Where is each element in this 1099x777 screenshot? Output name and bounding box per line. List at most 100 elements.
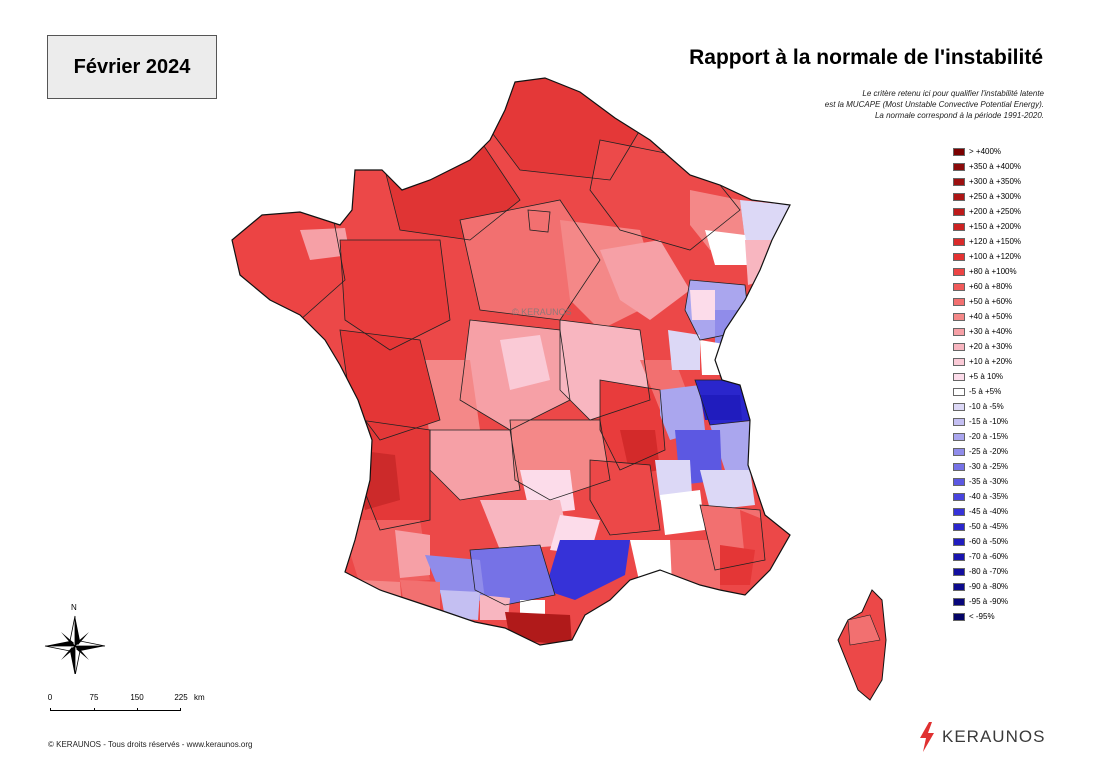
legend-label: -95 à -90%	[969, 597, 1009, 606]
legend-label: +60 à +80%	[969, 282, 1013, 291]
legend-swatch	[953, 477, 965, 486]
scale-tick: 75	[89, 693, 99, 702]
legend-item: +50 à +60%	[953, 294, 1021, 309]
mainland-regions	[232, 78, 790, 645]
legend-label: +40 à +50%	[969, 312, 1013, 321]
note-line: est la MUCAPE (Most Unstable Convective …	[824, 100, 1044, 109]
legend-label: +80 à +100%	[969, 267, 1017, 276]
legend-label: -10 à -5%	[969, 402, 1004, 411]
legend-label: -60 à -50%	[969, 537, 1009, 546]
legend-label: -45 à -40%	[969, 507, 1009, 516]
copyright-footer: © KERAUNOS - Tous droits réservés - www.…	[48, 740, 253, 749]
scale-bar: 0 75 150 225 km	[48, 693, 228, 715]
map-title: Rapport à la normale de l'instabilité	[689, 46, 1043, 69]
legend-item: +20 à +30%	[953, 339, 1021, 354]
legend-swatch	[953, 147, 965, 156]
legend-label: +10 à +20%	[969, 357, 1013, 366]
legend-label: +50 à +60%	[969, 297, 1013, 306]
legend-swatch	[953, 537, 965, 546]
legend-label: -90 à -80%	[969, 582, 1009, 591]
legend-item: +80 à +100%	[953, 264, 1021, 279]
legend-item: -70 à -60%	[953, 549, 1021, 564]
legend-swatch	[953, 282, 965, 291]
legend-label: +20 à +30%	[969, 342, 1013, 351]
legend-item: +300 à +350%	[953, 174, 1021, 189]
scale-tick: 0	[47, 693, 53, 702]
legend-item: -35 à -30%	[953, 474, 1021, 489]
legend-swatch	[953, 612, 965, 621]
lightning-bolt-icon	[920, 722, 934, 752]
scale-mark	[94, 708, 95, 711]
legend-swatch	[953, 447, 965, 456]
date-label: Février 2024	[47, 35, 217, 99]
legend-item: -5 à +5%	[953, 384, 1021, 399]
legend-item: +60 à +80%	[953, 279, 1021, 294]
legend-swatch	[953, 162, 965, 171]
legend-swatch	[953, 192, 965, 201]
legend-label: +100 à +120%	[969, 252, 1022, 261]
legend-item: +150 à +200%	[953, 219, 1021, 234]
legend-swatch	[953, 177, 965, 186]
legend-label: -40 à -35%	[969, 492, 1009, 501]
scale-unit: km	[194, 693, 205, 702]
legend-item: > +400%	[953, 144, 1021, 159]
legend-label: -15 à -10%	[969, 417, 1009, 426]
legend-item: -90 à -80%	[953, 579, 1021, 594]
legend-item: +10 à +20%	[953, 354, 1021, 369]
legend-swatch	[953, 552, 965, 561]
legend-item: -30 à -25%	[953, 459, 1021, 474]
legend-label: -50 à -45%	[969, 522, 1009, 531]
legend-swatch	[953, 507, 965, 516]
legend-swatch	[953, 252, 965, 261]
legend-swatch	[953, 597, 965, 606]
legend-label: > +400%	[969, 147, 1002, 156]
scale-mark	[137, 708, 138, 711]
legend-label: < -95%	[969, 612, 995, 621]
brand-name: KERAUNOS	[942, 727, 1046, 746]
legend-item: -95 à -90%	[953, 594, 1021, 609]
legend-label: -35 à -30%	[969, 477, 1009, 486]
legend-label: +150 à +200%	[969, 222, 1022, 231]
legend-swatch	[953, 237, 965, 246]
note-line: Le critère retenu ici pour qualifier l'i…	[862, 89, 1044, 98]
scale-line	[50, 708, 181, 711]
legend-item: -10 à -5%	[953, 399, 1021, 414]
legend-label: +5 à 10%	[969, 372, 1004, 381]
legend-label: -80 à -70%	[969, 567, 1009, 576]
legend-item: -15 à -10%	[953, 414, 1021, 429]
compass-north-label: N	[71, 603, 77, 612]
methodology-note: Le critère retenu ici pour qualifier l'i…	[714, 88, 1044, 121]
legend-item: +5 à 10%	[953, 369, 1021, 384]
legend-swatch	[953, 567, 965, 576]
legend-item: -25 à -20%	[953, 444, 1021, 459]
legend-item: +120 à +150%	[953, 234, 1021, 249]
legend-item: +100 à +120%	[953, 249, 1021, 264]
legend: > +400% +350 à +400% +300 à +350% +250 à…	[953, 144, 1021, 624]
legend-item: -80 à -70%	[953, 564, 1021, 579]
legend-item: < -95%	[953, 609, 1021, 624]
legend-label: +30 à +40%	[969, 327, 1013, 336]
legend-label: -30 à -25%	[969, 462, 1009, 471]
legend-label: +200 à +250%	[969, 207, 1022, 216]
compass-rose-icon	[44, 615, 106, 674]
legend-label: -20 à -15%	[969, 432, 1009, 441]
legend-swatch	[953, 207, 965, 216]
scale-tick: 225	[174, 693, 188, 702]
legend-item: +40 à +50%	[953, 309, 1021, 324]
legend-swatch	[953, 372, 965, 381]
note-line: La normale correspond à la période 1991-…	[874, 111, 1044, 120]
legend-swatch	[953, 342, 965, 351]
legend-item: +200 à +250%	[953, 204, 1021, 219]
legend-label: +250 à +300%	[969, 192, 1022, 201]
legend-swatch	[953, 582, 965, 591]
scale-tick: 150	[130, 693, 144, 702]
legend-label: -25 à -20%	[969, 447, 1009, 456]
legend-swatch	[953, 267, 965, 276]
legend-item: +250 à +300%	[953, 189, 1021, 204]
legend-swatch	[953, 492, 965, 501]
legend-item: -45 à -40%	[953, 504, 1021, 519]
legend-swatch	[953, 297, 965, 306]
brand-logo: KERAUNOS	[918, 722, 1045, 752]
legend-item: -50 à -45%	[953, 519, 1021, 534]
